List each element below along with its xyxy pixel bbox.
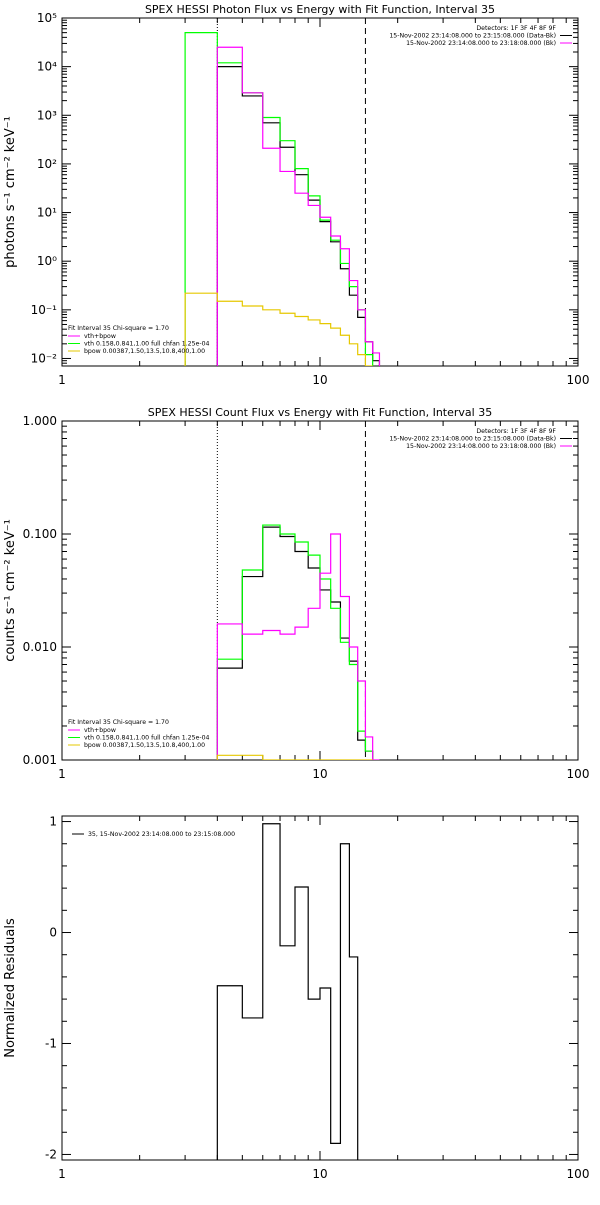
plot-area xyxy=(216,823,359,1160)
y-axis-label: Normalized Residuals xyxy=(3,918,18,1058)
legend-top-line: 15-Nov-2002 23:14:08.000 to 23:15:08.000… xyxy=(389,436,556,443)
y-tick-label: 0.001 xyxy=(23,753,57,767)
series-model-histogram xyxy=(184,32,374,366)
y-tick-label: 10² xyxy=(37,157,57,171)
legend-fit-line: bpow 0.00387,1.50,13.5,10.8,400,1.00 xyxy=(84,742,205,749)
legend-fit-header: Fit Interval 35 Chi-square = 1.70 xyxy=(68,719,169,726)
series-model-histogram xyxy=(216,524,374,760)
y-tick-label: 1 xyxy=(49,815,57,829)
y-tick-label: 10⁴ xyxy=(37,60,57,74)
y-axis-label: counts s⁻¹ cm⁻² keV⁻¹ xyxy=(3,519,18,662)
legend-top-line: 15-Nov-2002 23:14:08.000 to 23:18:08.000… xyxy=(406,443,556,450)
series-bpow-histogram xyxy=(184,292,373,366)
legend-residual-label: 35, 15-Nov-2002 23:14:08.000 to 23:15:08… xyxy=(88,831,235,838)
plot-area xyxy=(216,524,380,760)
legend-fit-line: vth 0.158,0.841,1.00 full chfan 1.25e-04 xyxy=(84,735,210,742)
legend-top-line: Detectors: 1F 3F 4F 8F 9F xyxy=(476,25,556,32)
legend-fit-header: Fit Interval 35 Chi-square = 1.70 xyxy=(68,325,169,332)
y-tick-label: 10⁵ xyxy=(37,11,57,25)
x-tick-label: 1 xyxy=(58,767,66,781)
y-tick-label: 1.000 xyxy=(23,414,57,428)
panel-1: 1 10 100 10⁻² 10⁻¹ 10⁰ 10¹ 10² 10³ 10⁴ 10⁵ SPEX HES… xyxy=(3,3,589,387)
y-tick-label: 10⁰ xyxy=(37,254,57,268)
x-tick-label: 100 xyxy=(567,373,590,387)
chart-title: SPEX HESSI Count Flux vs Energy with Fit… xyxy=(148,406,492,419)
y-tick-label: 0.010 xyxy=(23,640,57,654)
legend-fit-line: bpow 0.00387,1.50,13.5,10.8,400,1.00 xyxy=(84,348,205,355)
y-tick-label: -1 xyxy=(45,1036,57,1050)
legend-top-line: Detectors: 1F 3F 4F 8F 9F xyxy=(476,428,556,435)
plot-area xyxy=(184,32,381,366)
x-tick-label: 1 xyxy=(58,1167,66,1181)
legend-top-line: 15-Nov-2002 23:14:08.000 to 23:15:08.000… xyxy=(389,33,556,40)
y-tick-label: 0.100 xyxy=(23,527,57,541)
y-tick-label: 10³ xyxy=(37,108,57,122)
series-vth-histogram xyxy=(216,533,380,760)
plot-frame xyxy=(61,17,579,367)
legend-top-line: 15-Nov-2002 23:14:08.000 to 23:18:08.000… xyxy=(406,40,556,47)
legend-fit-line: vth+bpow xyxy=(84,333,116,340)
y-axis-label: photons s⁻¹ cm⁻² keV⁻¹ xyxy=(3,116,18,268)
x-tick-label: 1 xyxy=(58,373,66,387)
y-tick-label: -2 xyxy=(45,1147,57,1161)
x-tick-label: 10 xyxy=(312,767,327,781)
series-bpow-histogram xyxy=(216,754,373,760)
chart-title: SPEX HESSI Photon Flux vs Energy with Fi… xyxy=(145,3,495,16)
y-tick-label: 10⁻¹ xyxy=(31,303,58,317)
series-residual-histogram xyxy=(216,823,359,1160)
y-tick-label: 10¹ xyxy=(37,206,57,220)
panel-3: 1 10 100 -2 -1 0 1 Normalized Residuals 35, 15-N… xyxy=(3,815,589,1181)
x-tick-label: 100 xyxy=(567,767,590,781)
legend-fit-line: vth 0.158,0.841,1.00 full chfan 1.25e-04 xyxy=(84,341,210,348)
y-tick-label: 10⁻² xyxy=(31,351,58,365)
y-tick-label: 0 xyxy=(49,926,57,940)
x-tick-label: 100 xyxy=(567,1167,590,1181)
x-tick-label: 10 xyxy=(312,373,327,387)
panel-2: 1 10 100 0.001 0.010 0.100 1.000 SPEX HESSI Cou… xyxy=(3,406,589,781)
legend-fit-line: vth+bpow xyxy=(84,727,116,734)
x-tick-label: 10 xyxy=(312,1167,327,1181)
series-data-histogram xyxy=(216,66,381,366)
series-vth-histogram xyxy=(216,46,381,366)
